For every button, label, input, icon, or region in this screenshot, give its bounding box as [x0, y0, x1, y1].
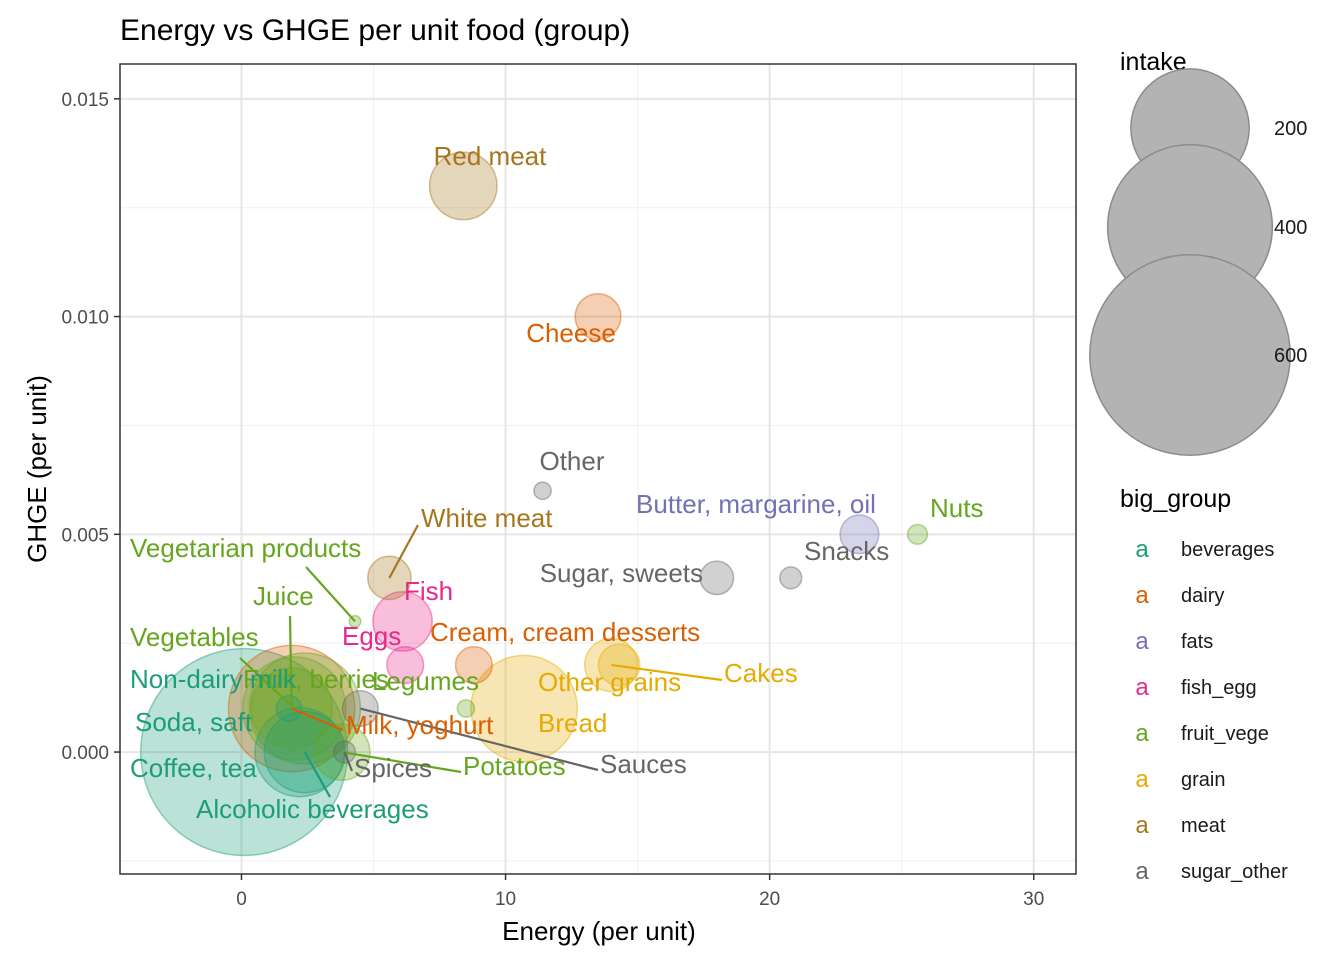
label-leader-line: [341, 750, 462, 774]
point-label: Snacks: [804, 536, 889, 566]
data-point: [428, 151, 498, 221]
label-leader-line: [288, 615, 293, 709]
color-legend-label: beverages: [1181, 539, 1274, 561]
point-label: Soda, saft: [135, 707, 253, 737]
size-legend-label: 200: [1274, 118, 1307, 140]
x-tick-label: 10: [495, 889, 516, 910]
point-label: Legumes: [372, 666, 479, 696]
data-point: [275, 695, 303, 722]
color-legend-label: sugar_other: [1181, 861, 1288, 883]
data-point: [456, 699, 476, 718]
color-legend-key: a: [1135, 674, 1149, 701]
point-label: Other: [539, 446, 604, 476]
label-leader-line: [305, 566, 356, 623]
point-label: Vegetarian products: [130, 533, 361, 563]
color-legend-label: fish_egg: [1181, 677, 1257, 699]
data-point: [574, 292, 622, 341]
color-legend-key: a: [1135, 720, 1149, 747]
y-tick-label: 0.000: [61, 743, 109, 764]
point-label: Coffee, tea: [130, 753, 257, 783]
color-legend-key: a: [1135, 766, 1149, 793]
point-label: Fruit, berries: [243, 664, 389, 694]
point-label: Nuts: [930, 493, 983, 523]
y-tick-label: 0.015: [61, 90, 109, 111]
point-label: Cheese: [526, 318, 616, 348]
data-point: [839, 514, 880, 555]
data-point: [372, 591, 433, 652]
label-leader-line: [388, 524, 419, 579]
point-label: Alcoholic beverages: [196, 794, 429, 824]
data-point: [779, 566, 803, 590]
x-tick-label: 20: [759, 889, 780, 910]
y-tick-label: 0.010: [61, 308, 109, 329]
point-label: Non-dairy milk: [130, 664, 297, 694]
color-legend-key: a: [1135, 858, 1149, 885]
color-legend: big_group a beverages a dairy a fats a fish_egg…: [1120, 485, 1288, 885]
point-label: Spices: [354, 753, 432, 783]
color-legend-label: fats: [1181, 631, 1213, 653]
data-point: [454, 645, 493, 685]
color-legend-label: dairy: [1181, 585, 1224, 607]
point-label: Potatoes: [463, 751, 566, 781]
size-legend-key: [1089, 254, 1291, 456]
x-tick-label: 30: [1023, 889, 1044, 910]
label-leader-line: [303, 751, 331, 798]
point-label: Eggs: [342, 621, 401, 651]
color-legend-key: a: [1135, 812, 1149, 839]
point-label: Cream, cream desserts: [430, 617, 700, 647]
x-tick-label: 0: [236, 889, 247, 910]
size-legend-label: 600: [1274, 345, 1307, 367]
point-label: Sugar, sweets: [540, 558, 703, 588]
point-label: Sauces: [600, 749, 687, 779]
point-label: Bread: [538, 708, 607, 738]
label-leader-line: [343, 751, 354, 772]
point-label: White meat: [421, 503, 553, 533]
x-axis-title: Energy (per unit): [502, 916, 696, 946]
color-legend-label: fruit_vege: [1181, 723, 1269, 745]
point-label: Butter, margarine, oil: [636, 489, 876, 519]
point-label: Milk, yoghurt: [346, 710, 494, 740]
point-label: Cakes: [724, 658, 798, 688]
color-legend-title: big_group: [1120, 485, 1231, 513]
color-legend-key: a: [1135, 582, 1149, 609]
data-point: [699, 560, 735, 596]
label-leader-line: [611, 663, 723, 682]
color-legend-label: grain: [1181, 769, 1225, 791]
point-label: Red meat: [434, 141, 547, 171]
color-legend-key: a: [1135, 536, 1149, 563]
chart-title: Energy vs GHGE per unit food (group): [120, 14, 630, 47]
panel-background: [120, 64, 1076, 874]
y-axis-title: GHGE (per unit): [22, 375, 52, 563]
panel-border: [119, 63, 1077, 875]
color-legend-key: a: [1135, 628, 1149, 655]
label-leader-line: [239, 657, 296, 710]
label-leader-line: [360, 707, 599, 772]
point-label: Vegetables: [130, 622, 259, 652]
point-label: Other grains: [538, 667, 681, 697]
plot-panel: 0 10 20 30 0.000 0.005 0.010 0.015 Red meat Chees…: [61, 63, 1077, 910]
label-leader-line: [291, 707, 344, 732]
data-point: [533, 481, 552, 501]
y-tick-label: 0.005: [61, 525, 109, 546]
data-point: [386, 645, 425, 685]
data-point: [470, 654, 579, 763]
point-label: Fish: [404, 576, 453, 606]
point-label: Juice: [253, 581, 314, 611]
size-legend-label: 400: [1274, 217, 1307, 239]
color-legend-label: meat: [1181, 815, 1226, 837]
data-point: [906, 523, 929, 545]
